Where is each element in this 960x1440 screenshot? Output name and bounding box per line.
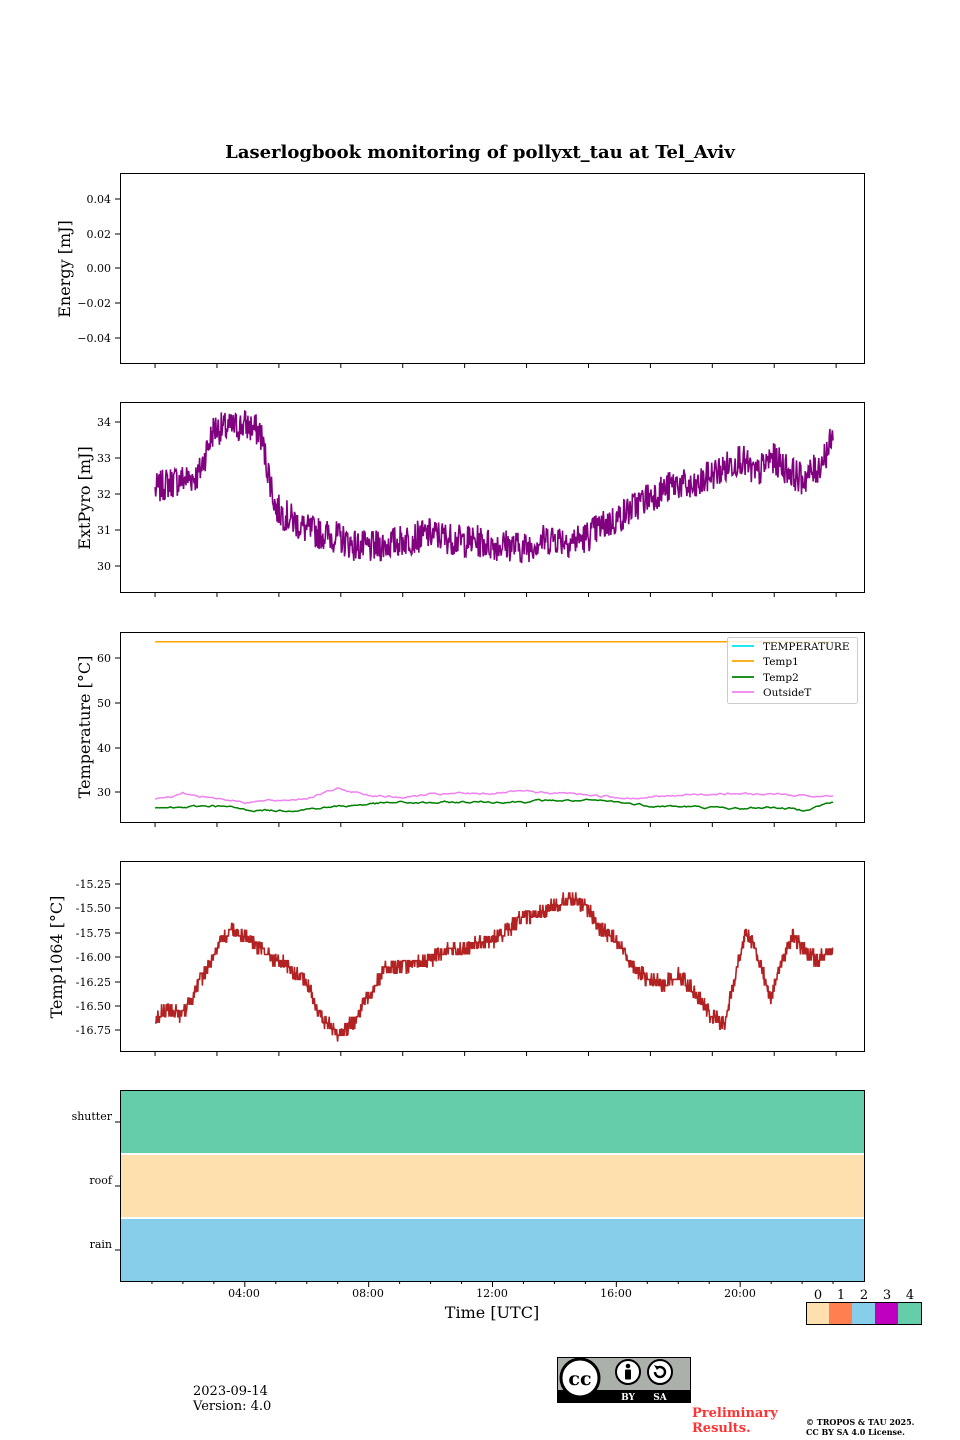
temp1064-xticks: [154, 1052, 837, 1056]
temperature-yticks: 60 50 40 30: [97, 652, 120, 799]
figure-title: Laserlogbook monitoring of pollyxt_tau a…: [225, 142, 735, 163]
svg-text:cc: cc: [568, 1368, 591, 1390]
colorbar-tick: 0: [814, 1288, 822, 1303]
temp1064-ylabel: Temp1064 [°C]: [47, 896, 66, 1019]
colorbar-cell: [875, 1302, 898, 1325]
energy-axes-frame: [120, 173, 865, 364]
temp1064-ytick-label: -15.25: [76, 878, 111, 891]
extpyro-ytick-label: 30: [97, 560, 111, 573]
colorbar-tick: 3: [883, 1288, 891, 1303]
colorbar-cell: [898, 1302, 922, 1325]
status-panel: shutter roof rain 04:00 08:00 12:00 16:0…: [72, 1090, 865, 1322]
extpyro-ytick-label: 34: [97, 416, 111, 429]
energy-xticks: [154, 364, 837, 368]
copyright-notice: © TROPOS & TAU 2025. CC BY SA 4.0 Licens…: [806, 1417, 914, 1437]
temp1064-ytick-label: -16.50: [76, 1000, 111, 1013]
energy-ytick-label: −0.02: [77, 297, 111, 310]
colorbar-cell: [829, 1302, 852, 1325]
legend-frame: [727, 637, 858, 704]
copyright-line-1: © TROPOS & TAU 2025.: [806, 1417, 915, 1427]
temp1064-yticks: -15.25 -15.50 -15.75 -16.00 -16.25 -16.5…: [76, 878, 120, 1037]
temp1064-ytick-label: -16.25: [76, 976, 111, 989]
row-label-roof: roof: [89, 1174, 113, 1187]
temperature-legend: TEMPERATURE Temp1 Temp2 OutsideT: [727, 637, 858, 704]
xtick-label: 12:00: [476, 1287, 508, 1300]
temp2-series-line: [154, 798, 834, 813]
roof-status-band: [121, 1155, 864, 1217]
shutter-status-band: [121, 1091, 864, 1153]
status-axes-frame: [120, 1090, 865, 1282]
energy-ytick-label: −0.04: [77, 332, 111, 345]
colorbar-tick: 1: [837, 1288, 845, 1303]
extpyro-ytick-label: 31: [97, 524, 111, 537]
extpyro-series-line: [154, 409, 834, 564]
svg-text:SA: SA: [653, 1393, 667, 1403]
preliminary-notice: Preliminary Results.: [692, 1406, 778, 1436]
temp1064-ytick-label: -15.50: [76, 902, 111, 915]
energy-ytick-label: 0.00: [87, 262, 112, 275]
temperature-axes-frame: [120, 632, 865, 823]
colorbar-tick: 4: [906, 1288, 914, 1303]
temp1064-ytick-label: -16.00: [76, 951, 111, 964]
temperature-ytick-label: 50: [97, 697, 111, 710]
temp1064-ytick-label: -15.75: [76, 927, 111, 940]
temperature-ytick-label: 40: [97, 742, 111, 755]
extpyro-ytick-label: 33: [97, 452, 111, 465]
colorbar-cell: [806, 1302, 829, 1325]
temp1064-ytick-label: -16.75: [76, 1024, 111, 1037]
energy-ytick-label: 0.04: [87, 193, 112, 206]
legend-label: Temp2: [763, 672, 799, 684]
preliminary-line-2: Results.: [692, 1421, 751, 1436]
svg-text:BY: BY: [621, 1393, 635, 1403]
status-colorbar: 0 1 2 3 4: [806, 1288, 922, 1325]
energy-yticks: 0.04 0.02 0.00 −0.04 −0.02: [77, 193, 120, 345]
status-xticks: [151, 1282, 834, 1287]
temperature-xticks: [154, 823, 837, 827]
cc-by-sa-license-icon: cc BY SA: [557, 1357, 691, 1403]
colorbar-cell: [852, 1302, 875, 1325]
extpyro-ytick-label: 32: [97, 488, 111, 501]
outsidet-series-line: [154, 786, 834, 805]
extpyro-axes-frame: [120, 402, 865, 593]
row-label-shutter: shutter: [72, 1110, 113, 1123]
temp1064-series-line: [155, 892, 834, 1042]
extpyro-yticks: 34 33 32 31 30: [97, 416, 120, 573]
legend-label: OutsideT: [763, 687, 811, 699]
temperature-ylabel: Temperature [°C]: [75, 656, 94, 799]
energy-panel: Energy [mJ] 0.04 0.02 0.00 −0.04 −0.02: [55, 173, 865, 368]
temp1064-axes-frame: [120, 861, 865, 1052]
preliminary-line-1: Preliminary: [692, 1406, 778, 1421]
rain-status-band: [121, 1219, 864, 1281]
colorbar-tick: 2: [860, 1288, 868, 1303]
xtick-label: 04:00: [228, 1287, 260, 1300]
legend-label: Temp1: [763, 656, 799, 668]
legend-label: TEMPERATURE: [763, 641, 850, 653]
xtick-label: 08:00: [352, 1287, 384, 1300]
x-axis-label: Time [UTC]: [445, 1303, 539, 1322]
version-label: Version: 4.0: [193, 1399, 272, 1414]
temperature-ytick-label: 60: [97, 652, 111, 665]
extpyro-ylabel: ExtPyro [mJ]: [75, 446, 94, 549]
colorbar-frame: [806, 1302, 922, 1325]
extpyro-xticks: [154, 593, 837, 597]
row-label-rain: rain: [90, 1238, 112, 1251]
temperature-ytick-label: 30: [97, 786, 111, 799]
copyright-line-2: CC BY SA 4.0 License.: [806, 1427, 905, 1437]
energy-ytick-label: 0.02: [87, 228, 112, 241]
temperature-panel: Temperature [°C] 60 50 40 30 TEMPERATURE…: [75, 632, 865, 827]
xtick-label: 16:00: [600, 1287, 632, 1300]
xtick-label: 20:00: [724, 1287, 756, 1300]
temp1064-panel: Temp1064 [°C] -15.25 -15.50 -15.75 -16.0…: [47, 861, 865, 1056]
extpyro-panel: ExtPyro [mJ] 34 33 32 31 30: [75, 402, 865, 597]
energy-ylabel: Energy [mJ]: [55, 220, 74, 318]
report-date: 2023-09-14: [193, 1384, 268, 1399]
date-version-block: 2023-09-14 Version: 4.0: [193, 1384, 271, 1414]
